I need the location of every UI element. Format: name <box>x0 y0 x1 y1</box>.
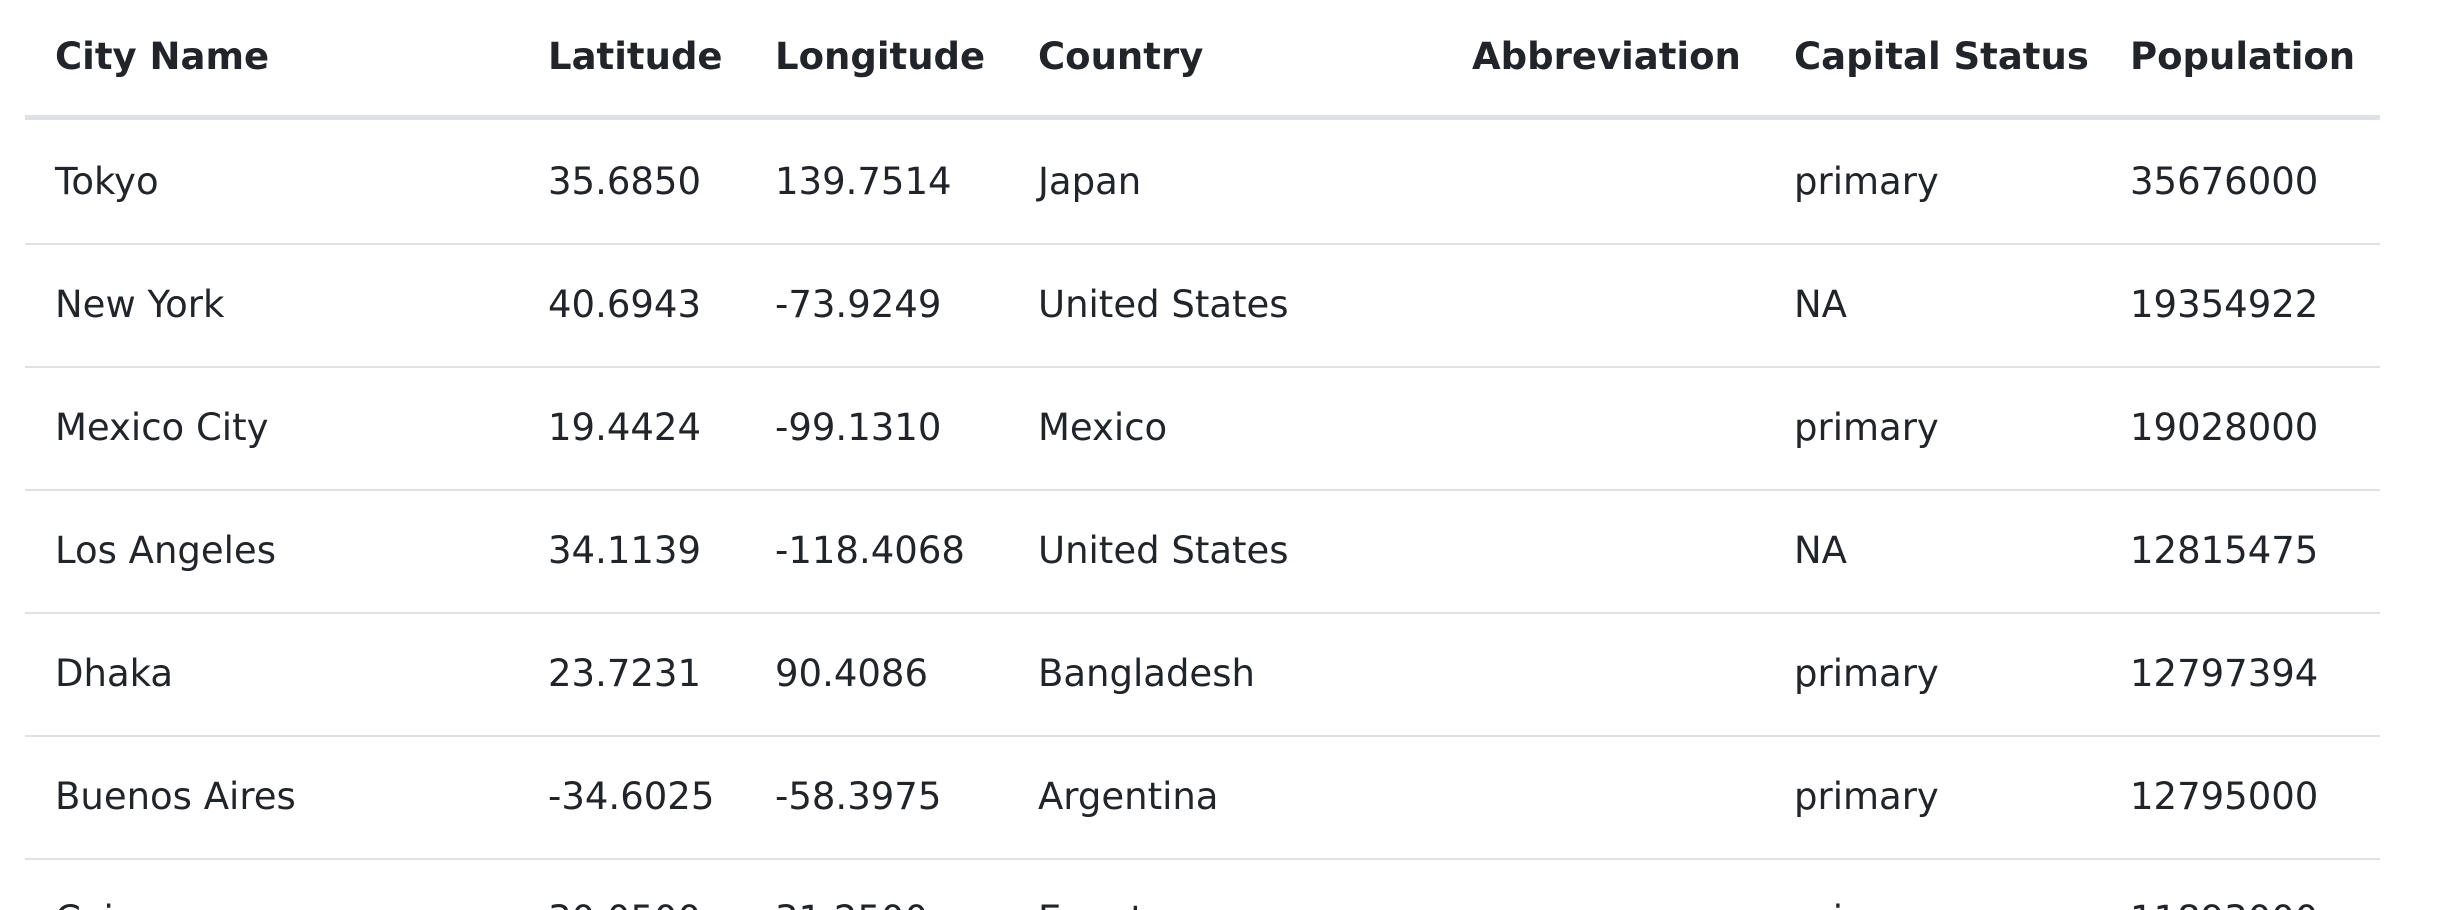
column-header: Population <box>2130 35 2356 78</box>
table-cell: Mexico City <box>55 406 269 449</box>
row-rule <box>25 858 2380 860</box>
table-cell: primary <box>1794 652 1939 695</box>
table-cell: Bangladesh <box>1038 652 1255 695</box>
table-cell: -73.9249 <box>775 283 942 326</box>
column-header: Country <box>1038 35 1204 78</box>
table-cell: Los Angeles <box>55 529 276 572</box>
table-cell: 31.2500 <box>775 898 928 910</box>
table-cell: NA <box>1794 529 1847 572</box>
table-cell: 12795000 <box>2130 775 2319 818</box>
table-cell: 19354922 <box>2130 283 2319 326</box>
column-header: Abbreviation <box>1472 35 1741 78</box>
table-cell: Argentina <box>1038 775 1219 818</box>
row-rule <box>25 366 2380 368</box>
table-cell: -34.6025 <box>548 775 715 818</box>
row-rule <box>25 243 2380 245</box>
table-cell: -99.1310 <box>775 406 942 449</box>
table-cell: Buenos Aires <box>55 775 296 818</box>
table-cell: Japan <box>1038 160 1142 203</box>
row-rule <box>25 489 2380 491</box>
table-cell: Tokyo <box>55 160 159 203</box>
table-cell: 23.7231 <box>548 652 702 695</box>
table-cell: Dhaka <box>55 652 174 695</box>
table-cell: Cairo <box>55 898 151 910</box>
table-cell: NA <box>1794 283 1847 326</box>
table-cell: 90.4086 <box>775 652 929 695</box>
header-rule <box>25 115 2380 120</box>
table-cell: primary <box>1794 160 1939 203</box>
table-cell: primary <box>1794 406 1939 449</box>
table-cell: -118.4068 <box>775 529 965 572</box>
table-cell: -58.3975 <box>775 775 942 818</box>
table-cell: New York <box>55 283 225 326</box>
table-cell: primary <box>1794 898 1939 910</box>
table-cell: 35.6850 <box>548 160 702 203</box>
table-cell: 12797394 <box>2130 652 2319 695</box>
table-cell: United States <box>1038 283 1289 326</box>
table-cell: 12815475 <box>2130 529 2319 572</box>
table-cell: Mexico <box>1038 406 1168 449</box>
table-cell: 19028000 <box>2130 406 2319 449</box>
column-header: Capital Status <box>1794 35 2089 78</box>
table-cell: 34.1139 <box>548 529 702 572</box>
column-header: Longitude <box>775 35 986 78</box>
table-cell: 11893000 <box>2130 898 2318 910</box>
table-cell: 19.4424 <box>548 406 702 449</box>
column-header: City Name <box>55 35 270 78</box>
table-cell: primary <box>1794 775 1939 818</box>
table-cell: 30.0500 <box>548 898 701 910</box>
row-rule <box>25 612 2380 614</box>
table-cell: 139.7514 <box>775 160 952 203</box>
table-cell: Egypt <box>1038 898 1145 910</box>
table-cell: 40.6943 <box>548 283 702 326</box>
table-cell: United States <box>1038 529 1289 572</box>
column-header: Latitude <box>548 35 723 78</box>
table-cell: 35676000 <box>2130 160 2319 203</box>
row-rule <box>25 735 2380 737</box>
